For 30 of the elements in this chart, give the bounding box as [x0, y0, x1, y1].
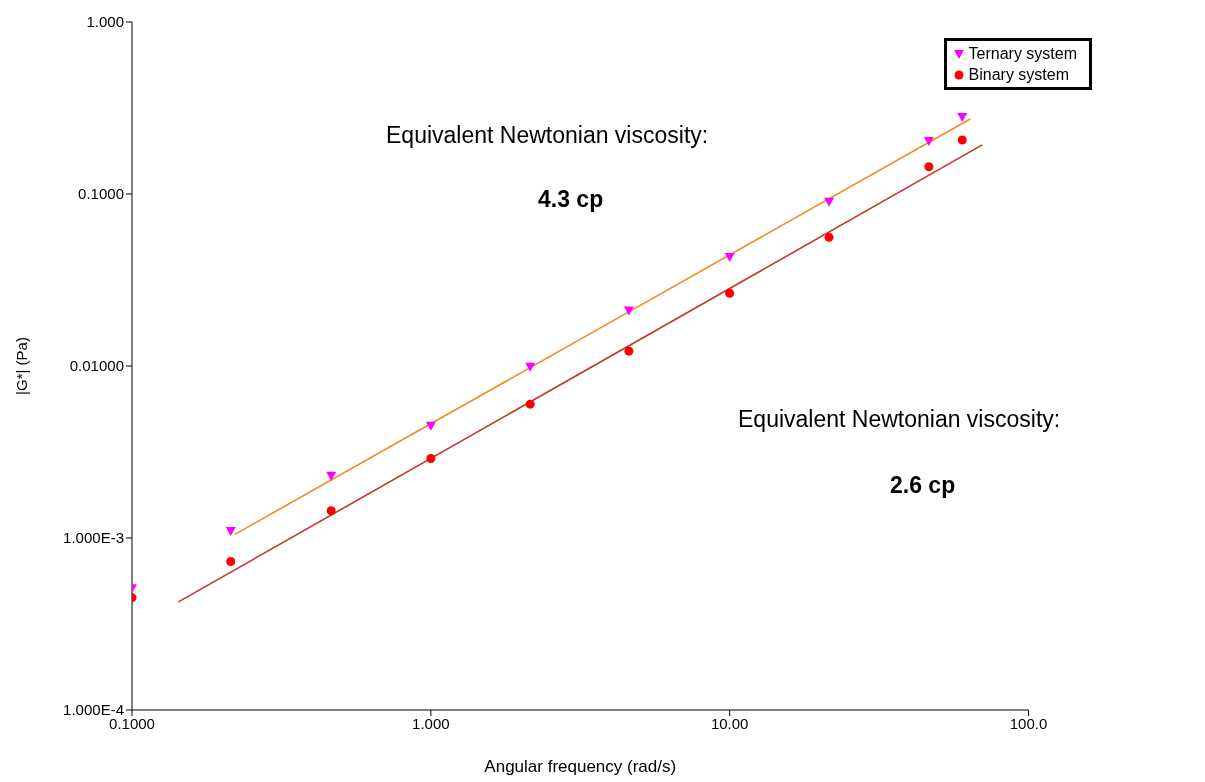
annotation: 4.3 cp [538, 186, 604, 213]
annotation: 2.6 cp [890, 472, 956, 499]
x-tick-label: 1.000 [412, 714, 450, 732]
x-tick-label: 10.00 [710, 714, 749, 732]
point [824, 197, 835, 207]
x-tick-label: 100.0 [1009, 714, 1048, 732]
point [426, 453, 436, 463]
point [724, 253, 735, 263]
y-tick-label: 1.000E-3 [63, 529, 124, 547]
x-axis-title: Angular frequency (rad/s) [484, 757, 677, 776]
legend-label: Binary system [968, 65, 1069, 85]
y-tick-label: 1.000 [86, 13, 124, 31]
y-axis-title: |G*| (Pa) [13, 337, 31, 395]
point [425, 421, 436, 431]
point [225, 526, 236, 536]
point [226, 557, 236, 567]
point [725, 288, 735, 298]
point [824, 232, 834, 242]
point [525, 362, 536, 372]
point [326, 471, 337, 481]
legend-label: Ternary system [968, 44, 1077, 64]
point [624, 346, 634, 356]
point [525, 399, 535, 409]
y-tick-label: 0.01000 [69, 357, 124, 375]
annotation: Equivalent Newtonian viscosity: [738, 406, 1061, 433]
point [923, 137, 934, 147]
annotation: Equivalent Newtonian viscosity: [386, 122, 709, 149]
point [924, 162, 934, 172]
point [326, 506, 336, 516]
y-tick-label: 0.1000 [78, 185, 124, 203]
